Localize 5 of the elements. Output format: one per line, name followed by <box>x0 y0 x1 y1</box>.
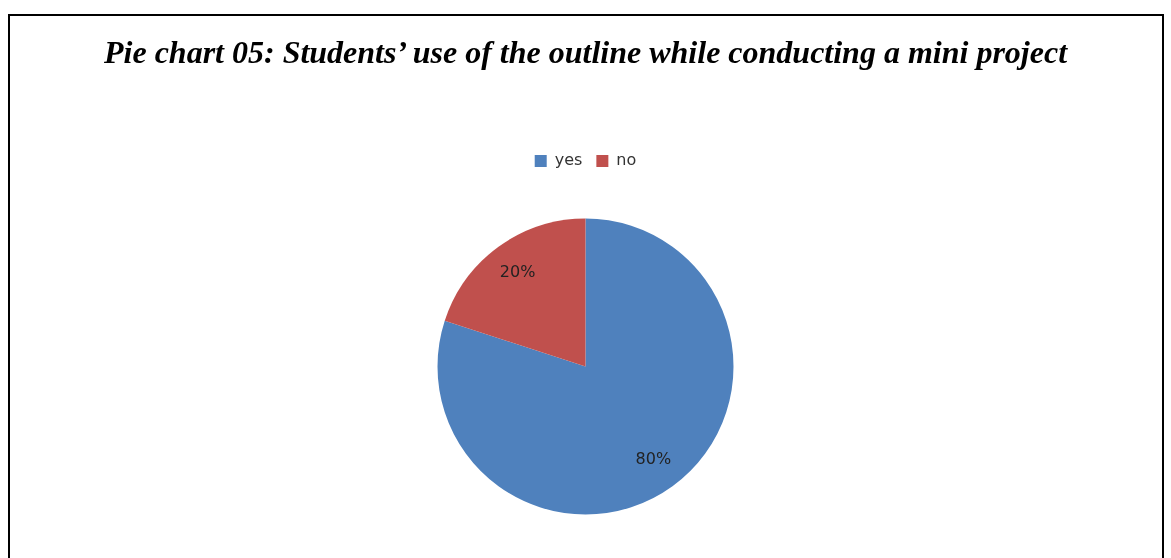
legend-label: no <box>616 150 637 170</box>
legend-label: yes <box>554 150 583 170</box>
data-label: 20% <box>499 262 536 282</box>
data-label: 80% <box>635 449 672 469</box>
chart-title: Pie chart 05: Students’ use of the outline while conducting a mini project <box>103 33 1069 72</box>
